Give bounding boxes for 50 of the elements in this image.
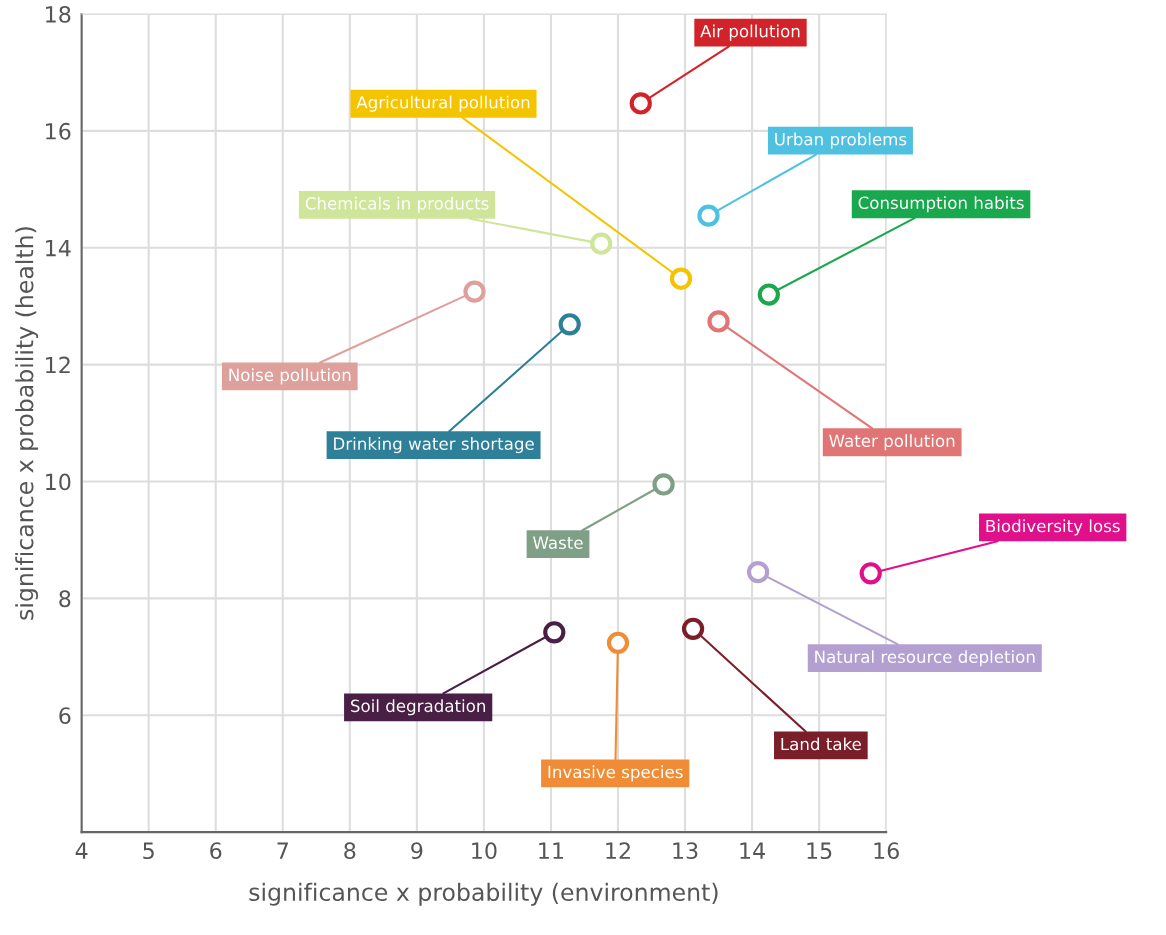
point [707, 310, 730, 333]
x-tick-label: 8 [344, 842, 356, 860]
point [606, 631, 630, 654]
point [681, 617, 705, 640]
x-tick-label: 5 [143, 842, 154, 860]
text: Waste [533, 536, 583, 550]
x-tick-label: 12 [606, 842, 630, 859]
x-tick-label: 6 [210, 842, 222, 860]
x-tick-label: 11 [539, 842, 564, 859]
x-tick-label: 10 [472, 842, 497, 860]
point [558, 313, 581, 336]
x-tick-label: 13 [673, 842, 698, 860]
y-tick-label: 14 [46, 240, 71, 257]
y-axis-title: significance x probability (health) [15, 227, 39, 620]
point [757, 283, 780, 306]
y-tick-label: 18 [46, 5, 71, 23]
text: Invasive species [548, 765, 683, 782]
text: Land take [781, 737, 861, 751]
x-tick-label: 14 [740, 842, 765, 859]
text: Air pollution [700, 24, 800, 41]
point [629, 92, 652, 115]
y-tick-label: 8 [59, 590, 71, 608]
text: Consumption habits [858, 196, 1024, 213]
y-tick-label: 10 [46, 473, 71, 491]
y-tick-label: 6 [59, 707, 71, 725]
text: Biodiversity loss [986, 519, 1120, 536]
x-tick-label: 9 [411, 842, 423, 860]
point [697, 204, 720, 227]
y-tick-label: 16 [46, 122, 71, 140]
text: Noise pollution [229, 368, 351, 385]
x-tick-label: 7 [277, 842, 288, 859]
text: Natural resource depletion [815, 650, 1035, 667]
point [859, 562, 882, 585]
point [463, 280, 486, 303]
text: Agricultural pollution [356, 95, 530, 112]
point [543, 621, 566, 644]
text: Water pollution [829, 434, 955, 451]
x-tick-label: 16 [874, 842, 899, 860]
text: Urban problems [775, 132, 907, 149]
point [746, 560, 770, 584]
text: Chemicals in products [305, 196, 489, 213]
text: Soil degradation [351, 699, 486, 716]
x-tick-label: 15 [807, 842, 832, 860]
x-tick-label: 4 [75, 842, 88, 859]
point [652, 473, 675, 496]
point [590, 232, 613, 255]
text: Drinking water shortage [334, 437, 534, 454]
x-axis-title: significance x probability (environment) [249, 882, 718, 906]
point [669, 267, 693, 290]
y-tick-label: 12 [46, 356, 70, 374]
